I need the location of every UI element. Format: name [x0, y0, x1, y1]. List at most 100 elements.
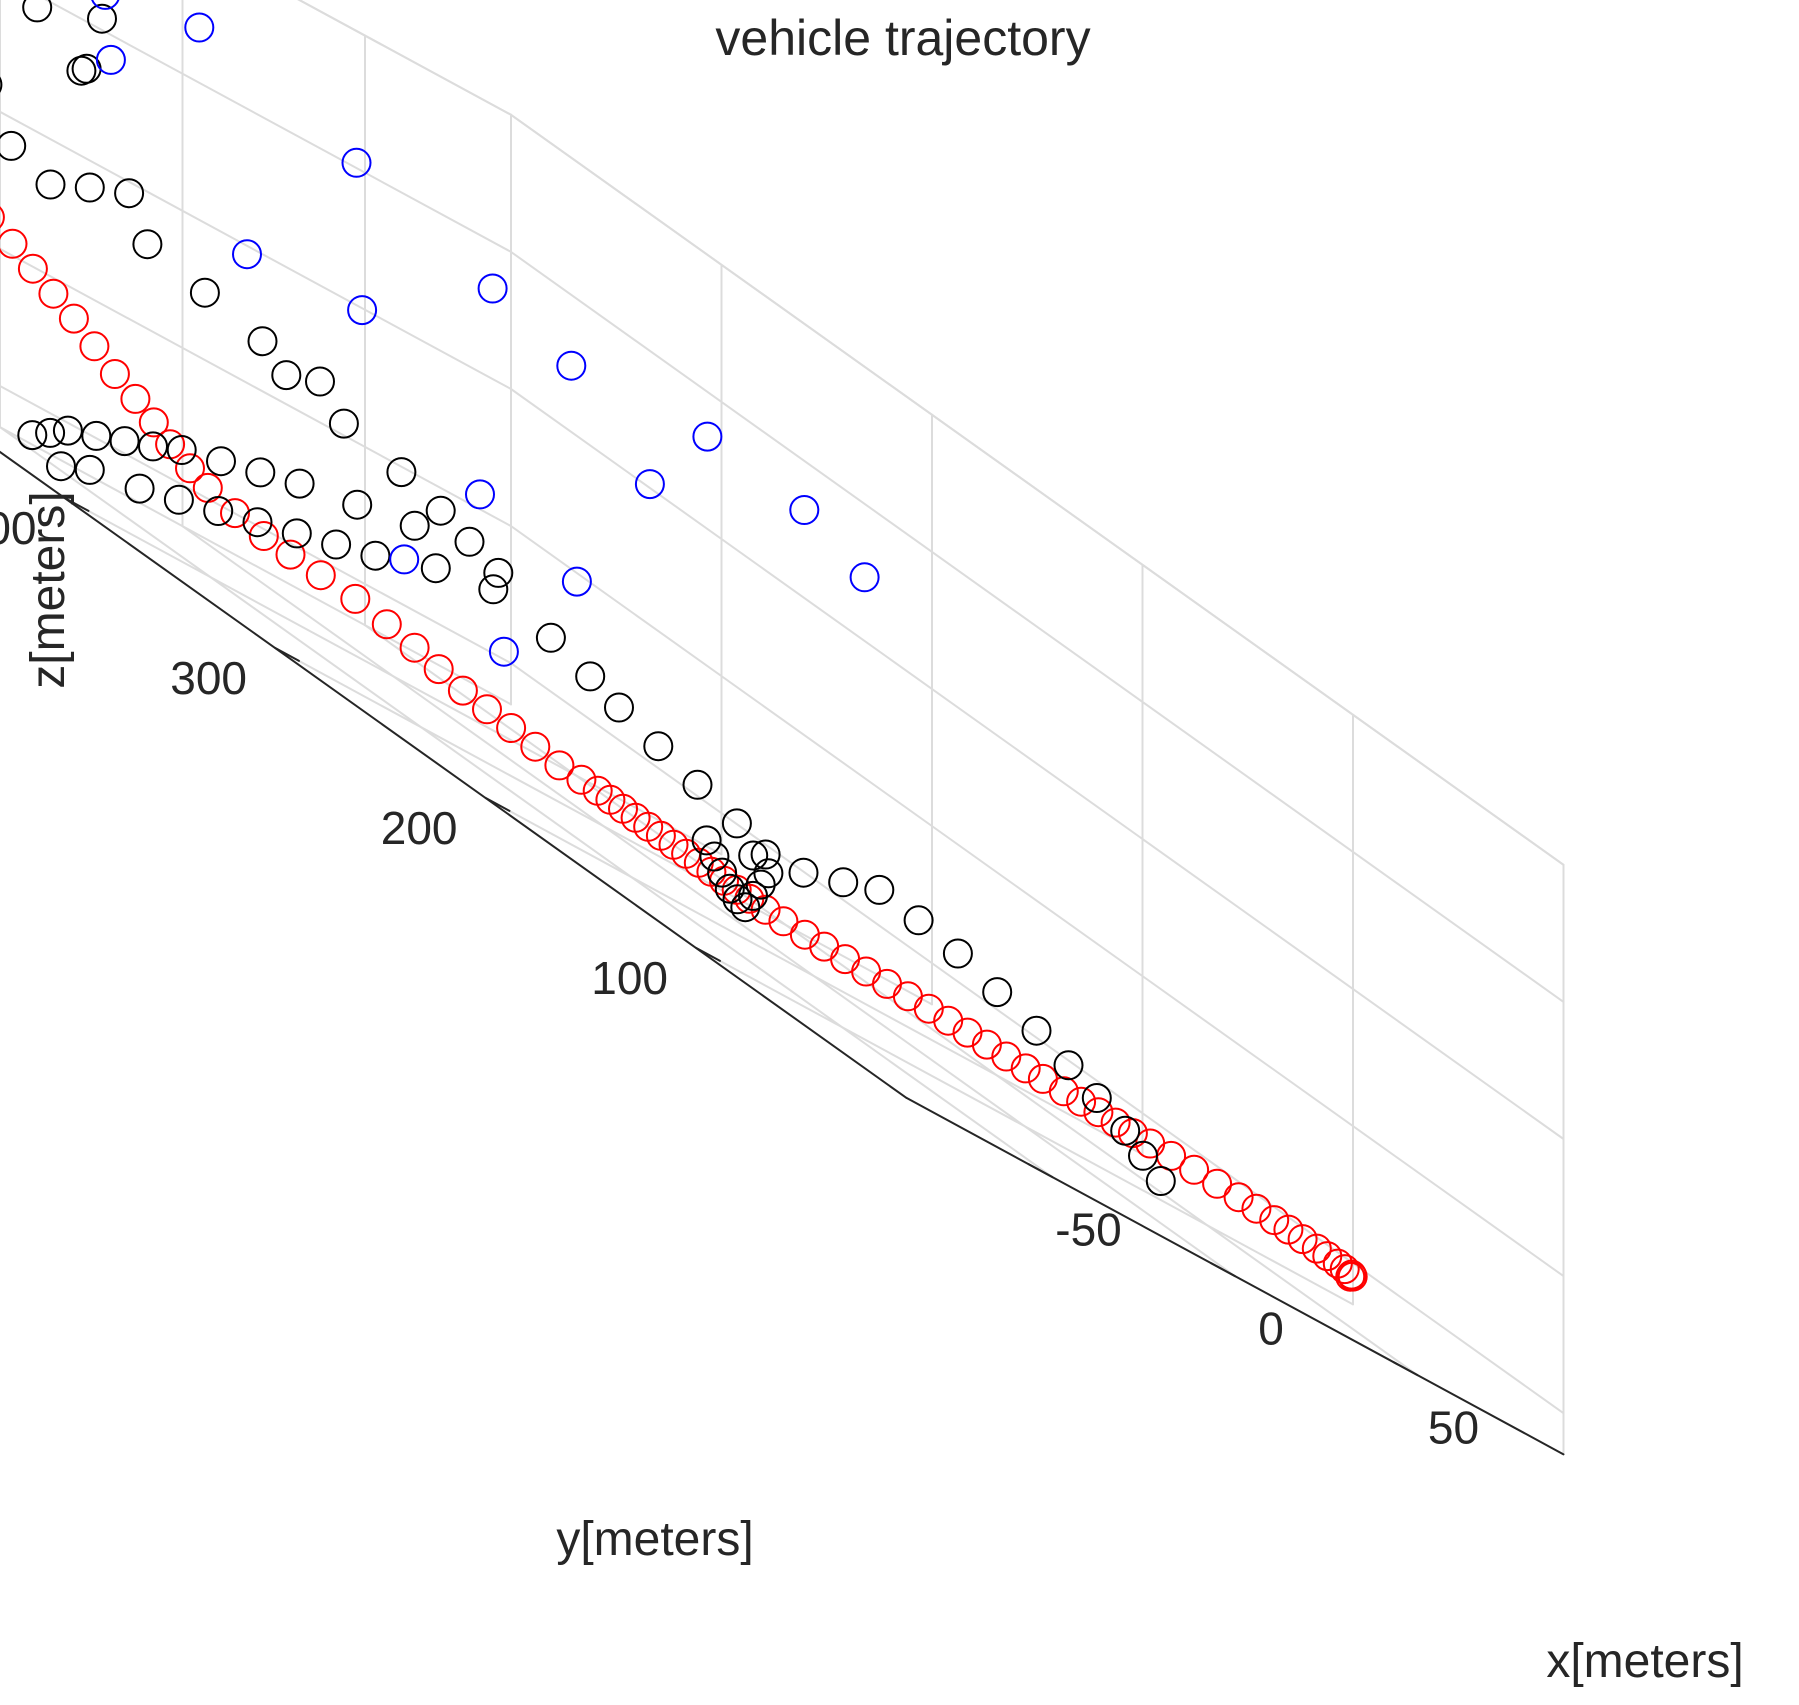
- trajectory-point: [248, 521, 279, 551]
- black-landmark-point: [138, 431, 168, 462]
- black-landmark-point: [1053, 1050, 1084, 1081]
- black-landmark-point: [1110, 1115, 1141, 1146]
- black-landmark-point: [35, 417, 66, 448]
- trajectory-point: [789, 919, 820, 950]
- grid-line: [510, 525, 1565, 1278]
- blue-landmark-point: [465, 479, 495, 510]
- black-landmark-point: [22, 0, 53, 23]
- blue-landmark-point: [184, 12, 215, 43]
- grid-line: [274, 646, 933, 1006]
- y-tick-label: 100: [591, 952, 668, 1004]
- trajectory-point: [58, 303, 89, 334]
- chart-title: vehicle trajectory: [715, 10, 1090, 66]
- black-landmark-point: [46, 451, 76, 482]
- blue-landmark-point: [91, 0, 120, 10]
- black-landmark-point: [17, 420, 48, 451]
- black-landmark-point: [281, 518, 312, 549]
- x-tick-label: 50: [1428, 1401, 1479, 1453]
- data-markers: [0, 0, 1368, 1292]
- blue-landmark-point: [341, 147, 372, 178]
- trajectory-point: [872, 968, 902, 999]
- black-landmark-point: [247, 326, 278, 357]
- blue-landmark-point: [95, 44, 126, 75]
- z-axis-label: z[meters]: [22, 491, 75, 688]
- black-landmark-point: [699, 841, 730, 872]
- black-landmark-point: [74, 172, 105, 203]
- black-landmark-point: [483, 557, 514, 588]
- trajectory-point: [1202, 1168, 1233, 1199]
- blue-landmark-point: [561, 566, 592, 597]
- black-landmark-point: [132, 229, 163, 260]
- black-landmark-point: [35, 169, 66, 200]
- grid-line: [44, 0, 512, 253]
- black-landmark-point: [206, 446, 236, 477]
- grid-lines: [0, 0, 1565, 1456]
- x-tick: [1027, 1163, 1054, 1179]
- y-axis-line: [0, 450, 908, 1099]
- box-edge: [297, 0, 512, 116]
- black-landmark-point: [0, 130, 27, 161]
- trajectory-point: [340, 583, 371, 614]
- black-landmark-point: [166, 435, 197, 465]
- trajectory-point: [371, 609, 402, 640]
- y-tick: [63, 496, 90, 512]
- black-landmark-point: [575, 661, 606, 692]
- black-landmark-point: [682, 769, 713, 800]
- grid-line: [510, 388, 1565, 1140]
- black-landmark-point: [707, 857, 738, 888]
- trajectory-point: [1329, 1254, 1360, 1285]
- black-landmark-point: [328, 408, 359, 439]
- black-landmark-point: [114, 178, 145, 209]
- blue-landmark-point: [692, 421, 723, 452]
- black-landmark-point: [399, 510, 430, 541]
- y-tick-label: 300: [170, 652, 247, 704]
- black-landmark-point: [360, 540, 391, 571]
- blue-landmark-point: [347, 295, 378, 326]
- black-landmark-point: [189, 277, 220, 308]
- black-landmark-point: [425, 495, 456, 526]
- grid-line: [364, 624, 1419, 1377]
- black-landmark-point: [864, 874, 895, 905]
- black-landmark-point: [942, 938, 973, 969]
- trajectory-point: [38, 278, 69, 309]
- grid-line: [695, 946, 1354, 1306]
- trajectory-point: [971, 1029, 1002, 1060]
- trajectory-point: [175, 453, 205, 484]
- trajectory-point: [17, 253, 48, 284]
- axis-box: [0, 450, 1565, 1456]
- trajectory-point: [0, 228, 28, 259]
- black-landmark-point: [52, 415, 83, 446]
- trajectory-point: [566, 764, 597, 795]
- trajectory-point: [768, 906, 799, 937]
- grid-line: [510, 250, 1565, 1003]
- black-landmark-point: [284, 468, 315, 499]
- trajectory-point: [0, 206, 5, 229]
- black-landmark-point: [163, 484, 194, 515]
- black-landmark-point: [903, 905, 934, 936]
- black-landmark-point: [271, 360, 302, 391]
- trajectory-point: [1335, 1261, 1366, 1292]
- box-edge: [510, 113, 1565, 866]
- black-landmark-point: [738, 840, 769, 871]
- trajectory-point: [1301, 1233, 1332, 1264]
- trajectory-point: [79, 331, 110, 362]
- black-landmark-point: [342, 489, 373, 520]
- y-tick: [695, 946, 721, 962]
- blue-landmark-point: [477, 273, 508, 304]
- blue-landmark-point: [389, 544, 420, 575]
- black-landmark-point: [203, 496, 234, 526]
- y-tick-label: 200: [381, 802, 458, 854]
- trajectory-point: [933, 1005, 964, 1036]
- x-tick: [1210, 1262, 1236, 1278]
- black-landmark-point: [730, 892, 761, 923]
- x-tick-label: 0: [1258, 1302, 1284, 1354]
- trajectory-point: [120, 383, 151, 414]
- trajectory-point: [544, 750, 575, 781]
- black-landmark-point: [722, 884, 753, 915]
- blue-landmark-point: [556, 350, 587, 381]
- black-landmark-point: [478, 574, 509, 605]
- trajectory-point: [99, 359, 130, 389]
- blue-landmark-point: [849, 562, 880, 593]
- black-landmark-point: [738, 880, 768, 911]
